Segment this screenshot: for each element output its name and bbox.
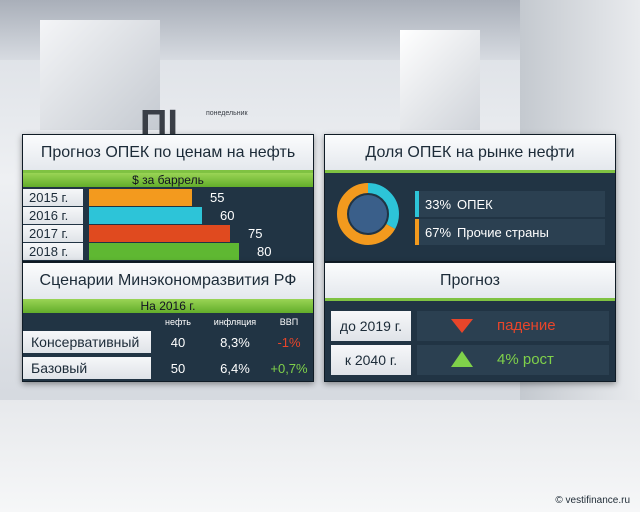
legend-label: Прочие страны bbox=[457, 224, 549, 240]
forecast-period: до 2019 г. bbox=[331, 311, 411, 341]
scenario-gdp-value: +0,7% bbox=[270, 361, 308, 376]
opec-share-donut-chart bbox=[337, 183, 399, 245]
forecast-row: 4% рост bbox=[417, 345, 609, 375]
forecast-panel: Прогноз до 2019 г. падение к 2040 г. 4% … bbox=[324, 262, 616, 382]
legend-row-other: 67% Прочие страны bbox=[415, 219, 605, 245]
bar-value-label: 80 bbox=[257, 244, 272, 259]
bar bbox=[89, 189, 192, 206]
bar bbox=[89, 225, 230, 242]
bar bbox=[89, 243, 239, 260]
bar-year-label: 2018 г. bbox=[23, 243, 83, 260]
forecast-period: к 2040 г. bbox=[331, 345, 411, 375]
scenario-row-label: Базовый bbox=[23, 357, 151, 379]
bar-value-label: 55 bbox=[210, 190, 225, 205]
legend-swatch bbox=[415, 219, 419, 245]
scenarios-subtitle: На 2016 г. bbox=[23, 299, 313, 313]
scenario-oil-value: 50 bbox=[170, 361, 186, 376]
scenarios-panel: Сценарии Минэкономразвития РФ На 2016 г.… bbox=[22, 262, 314, 382]
scenario-oil-value: 40 bbox=[170, 335, 186, 350]
forecast-row: падение bbox=[417, 311, 609, 341]
scenarios-title: Сценарии Минэкономразвития РФ bbox=[23, 263, 313, 299]
opec-share-title: Доля ОПЕК на рынке нефти bbox=[325, 135, 615, 173]
bar-year-label: 2015 г. bbox=[23, 189, 83, 206]
forecast-text: 4% рост bbox=[497, 351, 554, 368]
legend-row-opec: 33% ОПЕК bbox=[415, 191, 605, 217]
scenario-row-label: Консервативный bbox=[23, 331, 151, 353]
legend-label: ОПЕК bbox=[457, 196, 493, 212]
bar-year-label: 2016 г. bbox=[23, 207, 83, 224]
bar-value-label: 75 bbox=[248, 226, 263, 241]
legend-percent: 33% bbox=[425, 196, 452, 212]
scenario-inflation-value: 6,4% bbox=[220, 361, 250, 376]
oil-forecast-title: Прогноз ОПЕК по ценам на нефть bbox=[23, 135, 313, 173]
studio-background-block bbox=[400, 30, 480, 130]
arrow-down-icon bbox=[451, 319, 473, 333]
studio-floor bbox=[0, 400, 640, 512]
forecast-title: Прогноз bbox=[325, 263, 615, 301]
source-credit: © vestifinance.ru bbox=[555, 495, 630, 506]
column-header-oil: нефть bbox=[165, 317, 191, 327]
legend-swatch bbox=[415, 191, 419, 217]
studio-logo-small-text: понедельник bbox=[206, 110, 248, 117]
opec-share-panel: Доля ОПЕК на рынке нефти 33% ОПЕК 67% Пр… bbox=[324, 134, 616, 262]
donut-slice bbox=[337, 183, 399, 245]
arrow-up-icon bbox=[451, 351, 473, 367]
column-header-inflation: инфляция bbox=[213, 317, 257, 327]
bar-value-label: 60 bbox=[220, 208, 235, 223]
scenario-gdp-value: -1% bbox=[277, 335, 301, 350]
bar-year-label: 2017 г. bbox=[23, 225, 83, 242]
oil-forecast-unit: $ за баррель bbox=[23, 173, 313, 187]
oil-forecast-panel: Прогноз ОПЕК по ценам на нефть $ за барр… bbox=[22, 134, 314, 262]
donut-center bbox=[349, 195, 387, 233]
studio-background-block bbox=[40, 20, 160, 130]
scenario-inflation-value: 8,3% bbox=[220, 335, 250, 350]
bar bbox=[89, 207, 202, 224]
column-header-gdp: ВВП bbox=[279, 317, 299, 327]
forecast-text: падение bbox=[497, 317, 556, 334]
legend-percent: 67% bbox=[425, 224, 452, 240]
